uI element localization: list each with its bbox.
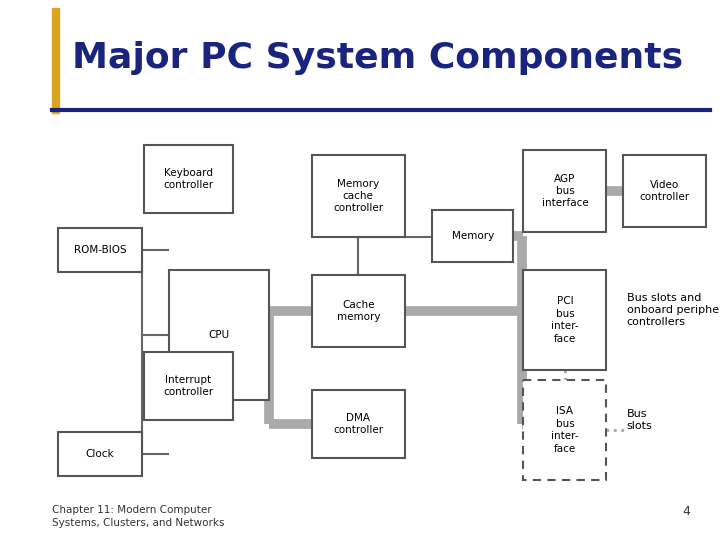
Text: Bus slots and
onboard peripheral
controllers: Bus slots and onboard peripheral control… <box>627 293 720 327</box>
Bar <box>312 155 405 237</box>
Text: Keyboard
controller: Keyboard controller <box>163 168 214 190</box>
Text: Interrupt
controller: Interrupt controller <box>163 375 214 397</box>
Text: PCI
bus
inter-
face: PCI bus inter- face <box>552 296 579 343</box>
Text: Cache
memory: Cache memory <box>336 300 380 322</box>
Bar <box>58 432 143 476</box>
Text: ISA
bus
inter-
face: ISA bus inter- face <box>552 407 579 454</box>
Bar <box>623 155 706 227</box>
Text: Chapter 11: Modern Computer
Systems, Clusters, and Networks: Chapter 11: Modern Computer Systems, Clu… <box>52 505 225 528</box>
Bar <box>144 145 233 213</box>
Text: CPU: CPU <box>209 330 230 340</box>
Bar <box>432 210 513 262</box>
Text: Bus
slots: Bus slots <box>627 409 652 431</box>
Text: Memory: Memory <box>451 231 494 241</box>
Text: Major PC System Components: Major PC System Components <box>72 41 683 75</box>
Text: AGP
bus
interface: AGP bus interface <box>541 173 588 208</box>
Text: DMA
controller: DMA controller <box>333 413 383 435</box>
Bar <box>58 228 143 272</box>
Text: Clock: Clock <box>86 449 114 459</box>
Bar <box>312 275 405 347</box>
Text: Video
controller: Video controller <box>639 180 689 202</box>
Bar <box>144 352 233 420</box>
Text: Memory
cache
controller: Memory cache controller <box>333 179 383 213</box>
Bar <box>523 150 606 232</box>
Text: 4: 4 <box>682 505 690 518</box>
Bar <box>169 270 269 400</box>
Bar <box>523 380 606 480</box>
Text: ROM-BIOS: ROM-BIOS <box>73 245 126 255</box>
Bar <box>52 8 59 113</box>
Bar <box>523 270 606 370</box>
Bar <box>312 390 405 458</box>
